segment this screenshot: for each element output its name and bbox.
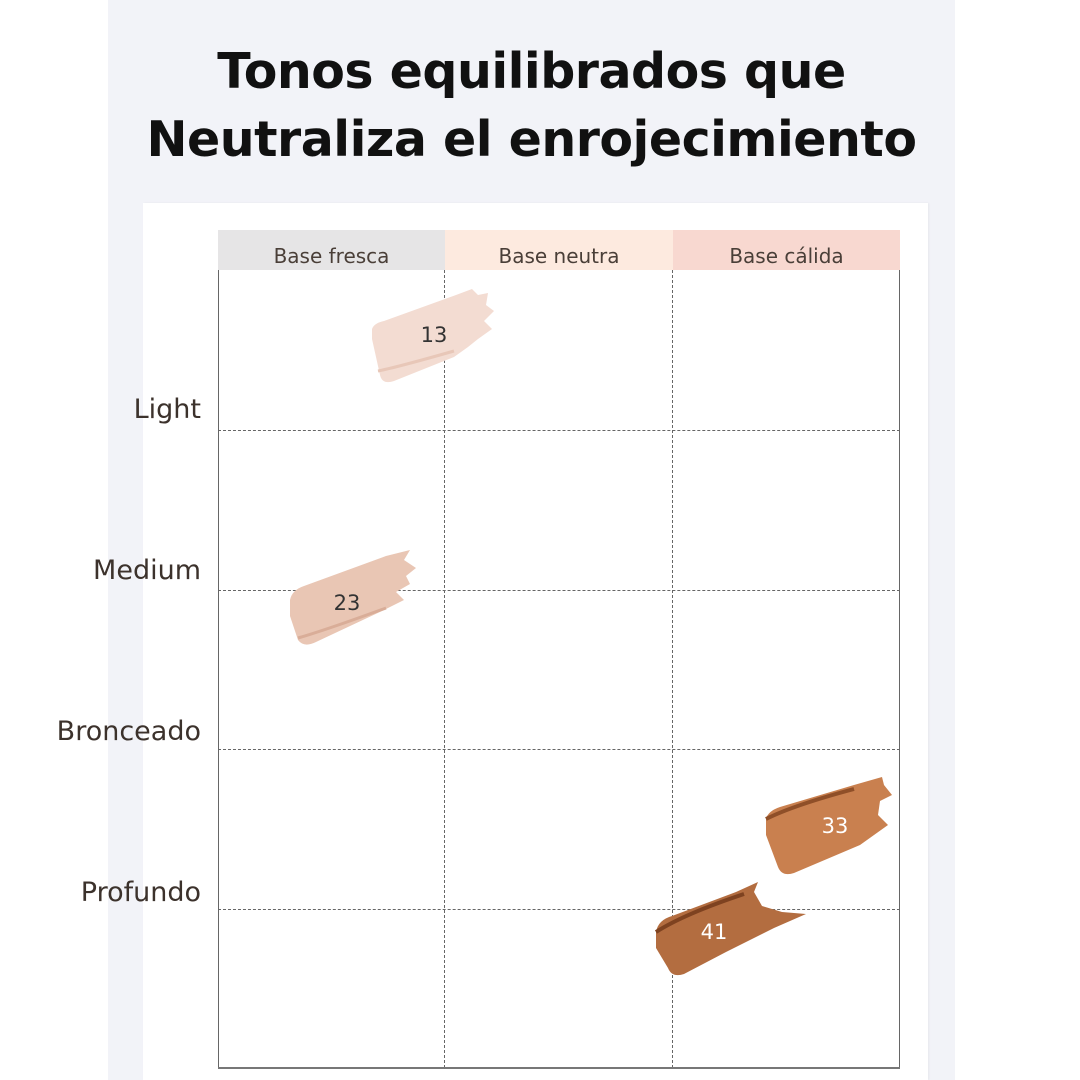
swatch-23: 23 [286,546,418,650]
grid-row-line-profundo [218,909,900,910]
column-header-base-fresca: Base fresca [218,230,445,270]
swatch-41-shape [654,882,806,976]
swatch-13-shape [372,289,494,383]
swatch-41-label: 41 [700,920,728,944]
grid-divider-2 [672,270,673,1068]
row-label-medium: Medium [93,555,201,586]
grid-right-border [899,270,900,1068]
swatch-33-label: 33 [821,814,849,838]
grid-bottom-border [218,1067,900,1069]
grid-divider-1 [444,270,445,1068]
title-line-1: Tonos equilibrados que [217,43,846,100]
grid-row-line-bronceado [218,749,900,750]
swatch-13: 13 [368,287,496,387]
swatch-23-shape [290,550,416,645]
swatch-13-label: 13 [420,323,448,347]
chart-card [143,203,928,1080]
row-label-profundo: Profundo [80,877,201,908]
column-header-base-neutra: Base neutra [445,230,673,270]
page-title: Tonos equilibrados que Neutraliza el enr… [108,38,955,174]
grid-row-line-medium [218,590,900,591]
column-header-base-calida: Base cálida [673,230,900,270]
swatch-33-shape [765,777,892,875]
row-label-light: Light [133,394,201,425]
swatch-33: 33 [764,775,896,879]
swatch-41: 41 [654,880,810,980]
grid-left-border [218,270,219,1068]
row-label-bronceado: Bronceado [56,716,201,747]
grid-row-line-light [218,430,900,431]
title-line-2: Neutraliza el enrojecimiento [146,111,917,168]
swatch-23-label: 23 [333,591,361,615]
